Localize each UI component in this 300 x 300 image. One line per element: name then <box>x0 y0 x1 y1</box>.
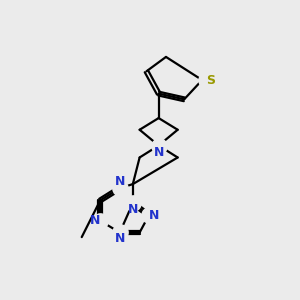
Text: N: N <box>154 146 164 158</box>
Text: N: N <box>128 203 138 216</box>
Text: N: N <box>115 175 125 188</box>
Text: S: S <box>206 74 215 86</box>
Text: N: N <box>115 232 125 245</box>
Text: N: N <box>149 209 159 222</box>
Text: N: N <box>90 214 100 227</box>
